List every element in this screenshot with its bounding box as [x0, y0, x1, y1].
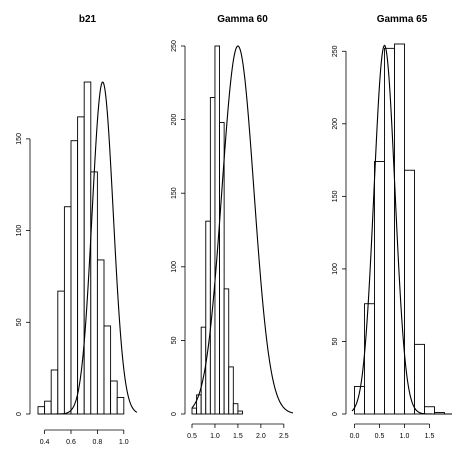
histogram-bar — [414, 343, 425, 415]
y-tick-label: 0 — [332, 412, 339, 416]
histogram-bar — [37, 406, 46, 415]
y-tick-label: 250 — [171, 40, 178, 52]
x-tick-label: 0.4 — [40, 439, 50, 446]
histogram-bar — [44, 400, 52, 415]
y-tick-label: 100 — [16, 225, 23, 237]
x-tick-label: 1.5 — [233, 433, 243, 440]
histogram-bar — [394, 43, 405, 415]
y-tick-label: 150 — [332, 190, 339, 202]
histogram-bar — [209, 97, 216, 415]
histogram-bar — [110, 380, 118, 415]
histogram-bar — [57, 290, 65, 415]
chart-title: Gamma 60 — [217, 14, 268, 25]
histogram-bar — [191, 407, 198, 415]
y-tick-label: 100 — [332, 263, 339, 275]
chart-panel-1: b21 0 50 100 150 0.4 0.6 0.8 1.0 — [16, 14, 138, 446]
histogram-bar — [219, 122, 225, 415]
histogram-bar — [364, 303, 375, 415]
histogram-bar — [232, 403, 239, 415]
x-tick-label: 1.0 — [400, 433, 410, 440]
histogram-bar — [77, 116, 85, 415]
y-tick-label: 50 — [332, 337, 339, 345]
x-tick-label: 1.0 — [119, 439, 129, 446]
chart-title: Gamma 65 — [377, 14, 428, 25]
y-tick-label: 50 — [16, 318, 23, 326]
x-tick-label: 0.8 — [93, 439, 103, 446]
chart-panel-2: Gamma 60 0 50 100 150 200 250 0.5 1.0 1.5 2.0 2.5 — [171, 14, 294, 440]
density-curve — [38, 81, 138, 415]
histogram-bar — [205, 220, 211, 415]
x-tick-label: 0.6 — [66, 439, 76, 446]
x-tick-label: 1.5 — [425, 433, 435, 440]
histogram-bar — [237, 410, 243, 415]
histogram-bar — [96, 259, 105, 415]
x-tick-label: 2.5 — [279, 433, 289, 440]
chart-panel-3: Gamma 65 0 50 100 150 200 250 0.0 0.5 1.0 1.5 — [332, 14, 452, 440]
x-tick-label: 0.0 — [350, 433, 360, 440]
y-tick-label: 150 — [171, 187, 178, 199]
histogram-bar — [374, 161, 385, 415]
y-tick-label: 200 — [171, 114, 178, 126]
y-tick-label: 50 — [171, 336, 178, 344]
histogram-bar — [228, 366, 234, 415]
y-tick-label: 0 — [171, 412, 178, 416]
histogram-bar — [50, 369, 59, 415]
histogram-bar — [90, 171, 98, 415]
histogram-bar — [223, 288, 230, 415]
histogram-bar — [116, 397, 125, 415]
x-tick-label: 0.5 — [375, 433, 385, 440]
y-tick-label: 0 — [16, 412, 23, 416]
histogram-bar — [384, 47, 395, 415]
histogram-bar — [70, 140, 79, 415]
density-curve — [351, 44, 452, 415]
y-tick-label: 200 — [332, 118, 339, 130]
histogram-bar — [63, 206, 72, 415]
y-tick-label: 150 — [16, 133, 23, 145]
histogram-bar — [404, 169, 415, 415]
x-tick-label: 1.0 — [210, 433, 220, 440]
y-tick-label: 100 — [171, 261, 178, 273]
histogram-bar — [424, 406, 435, 415]
histogram-bar — [103, 325, 112, 415]
x-tick-label: 2.0 — [256, 433, 266, 440]
y-tick-label: 250 — [332, 45, 339, 57]
chart-title: b21 — [79, 14, 97, 25]
x-tick-label: 0.5 — [187, 433, 197, 440]
density-curve — [191, 45, 294, 414]
